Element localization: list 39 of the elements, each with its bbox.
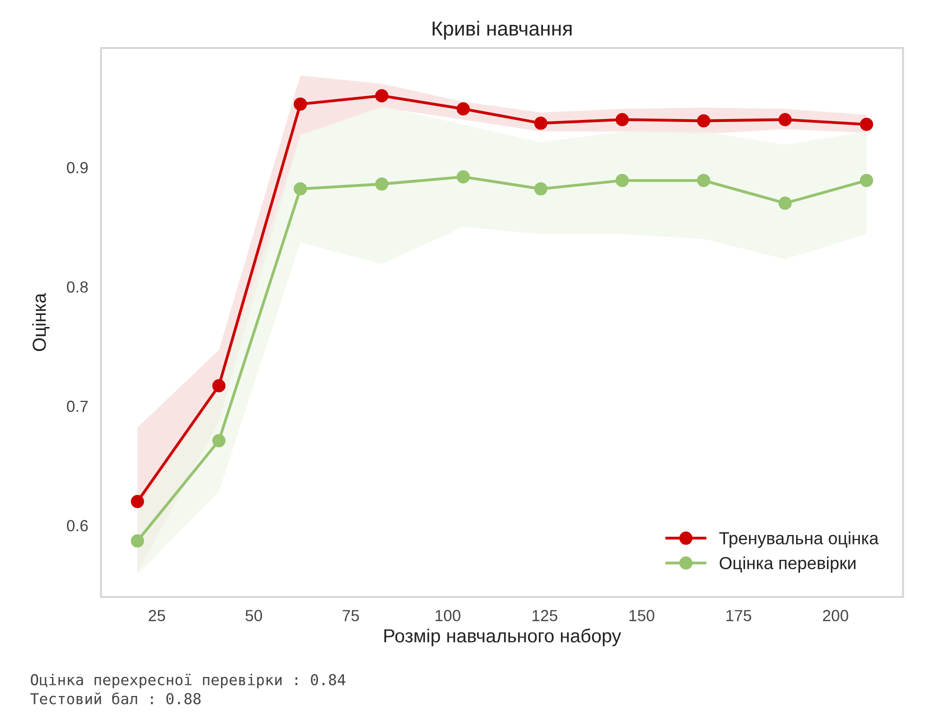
point	[534, 116, 548, 130]
point	[294, 182, 307, 196]
point	[778, 113, 792, 126]
y-axis-title: Оцінка	[32, 293, 50, 352]
legend-label: Оцінка перевірки	[720, 556, 856, 573]
point	[294, 97, 307, 111]
text: Оцінка перехресної перевірки : 0.84	[30, 674, 346, 688]
x-tick-label: 175	[726, 610, 752, 622]
point	[456, 102, 470, 116]
point	[456, 170, 470, 184]
x-tick-label: 150	[630, 610, 654, 622]
point	[375, 177, 388, 191]
y-tick-label: 0.7	[66, 400, 88, 412]
y-tick-label: 0.8	[66, 281, 88, 293]
point	[697, 174, 710, 188]
x-tick-label: 200	[823, 610, 848, 622]
point	[130, 534, 144, 548]
x-tick-label: 50	[246, 610, 262, 622]
point	[697, 114, 710, 128]
text: Тестовий бал : 0.88	[30, 692, 201, 704]
point	[616, 174, 629, 188]
point	[860, 118, 874, 131]
y-tick-label: 0.9	[66, 162, 88, 174]
point	[860, 174, 874, 188]
point	[212, 379, 226, 392]
x-tick-label: 75	[342, 610, 359, 622]
point	[534, 182, 548, 196]
point	[778, 196, 792, 210]
point	[212, 434, 226, 448]
point	[130, 494, 144, 508]
point	[375, 89, 388, 102]
legend-label: Тренувальна оцінка	[719, 532, 879, 548]
y-tick-label: 0.6	[66, 520, 88, 532]
x-tick-label: 125	[532, 610, 558, 622]
x-tick-label: 25	[148, 610, 166, 622]
point	[616, 113, 629, 126]
x-axis-title: Розмір навчального набору	[384, 628, 622, 646]
chart-title: Криві навчання	[432, 20, 572, 40]
x-tick-label: 100	[436, 610, 460, 622]
